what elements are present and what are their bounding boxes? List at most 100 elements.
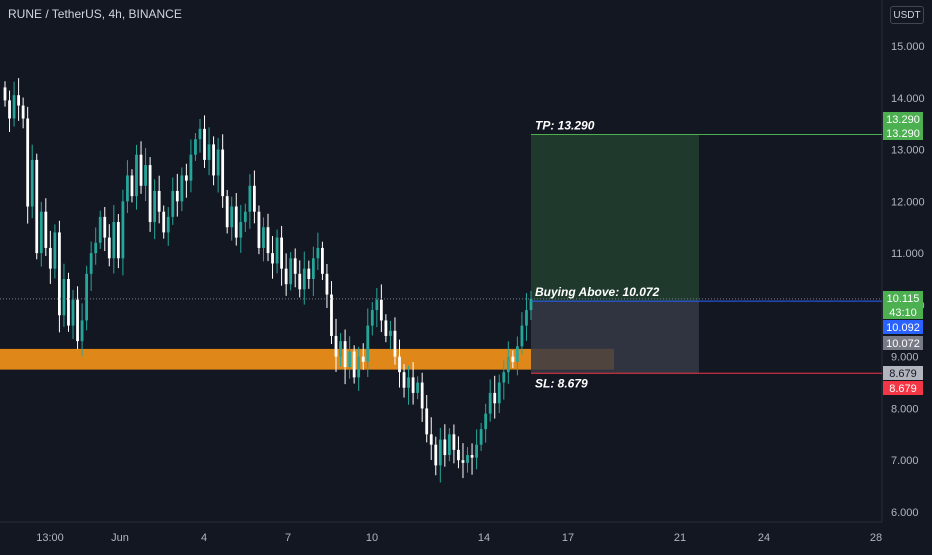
candle-body: [53, 232, 57, 269]
candle-body: [361, 356, 365, 362]
candle-body: [76, 299, 79, 342]
candle-body: [230, 206, 234, 228]
candle-body: [411, 377, 415, 393]
candle-body: [157, 190, 161, 212]
entry-label: Buying Above: 10.072: [535, 285, 660, 299]
candle-body: [180, 175, 184, 202]
candle-body: [80, 320, 84, 342]
candle-body: [520, 325, 524, 347]
candle-body: [479, 429, 483, 445]
candle-body: [484, 413, 488, 430]
candle-body: [343, 341, 347, 368]
candle-body: [162, 211, 166, 233]
x-tick-label: 10: [366, 532, 378, 544]
candle-body: [3, 87, 7, 101]
candle-body: [370, 310, 374, 326]
x-tick-label: 14: [478, 532, 490, 544]
candle-body: [203, 128, 206, 160]
candle-body: [452, 434, 456, 450]
candle-body: [330, 294, 333, 336]
candle-body: [375, 299, 379, 311]
candle-body: [252, 185, 256, 212]
candle-body: [293, 258, 297, 274]
candle-body: [85, 273, 89, 321]
candle-body: [35, 159, 39, 254]
candle-body: [506, 356, 510, 373]
candle-body: [148, 165, 152, 223]
currency-button[interactable]: USDT: [890, 6, 924, 24]
candle-body: [58, 232, 61, 316]
candle-body: [184, 175, 188, 181]
price-axis-label: 8.679: [889, 383, 917, 395]
candle-body: [357, 356, 361, 378]
x-tick-label: 17: [562, 532, 574, 544]
y-tick-label: 7.000: [891, 455, 919, 467]
candle-body: [398, 356, 401, 373]
candle-body: [402, 372, 406, 388]
y-tick-label: 9.000: [891, 352, 919, 364]
price-axis-label: 8.679: [889, 368, 917, 380]
candle-body: [126, 175, 129, 202]
price-lines: [0, 134, 882, 374]
time-axis: 13:00 Jun 4 7 10 14 17 21 24 28: [36, 532, 882, 544]
y-tick-label: 8.000: [891, 403, 919, 415]
candle-body: [216, 149, 220, 176]
x-tick-label: 24: [758, 532, 770, 544]
y-tick-label: 15.000: [891, 41, 925, 53]
candle-body: [511, 356, 515, 362]
price-axis-label: 10.115: [887, 293, 920, 305]
risk-zone: [531, 301, 699, 374]
candle-body: [321, 247, 324, 274]
candle-body: [48, 247, 52, 269]
candle-body: [135, 154, 138, 197]
candle-body: [298, 273, 302, 290]
candle-body: [529, 298, 533, 311]
candle-body: [257, 211, 261, 248]
price-axis-label-box: [883, 366, 923, 380]
tp-label: TP: 13.290: [535, 119, 595, 133]
candle-body: [475, 444, 478, 458]
candle-body: [352, 351, 356, 378]
candle-body: [26, 118, 30, 207]
candle-body: [271, 253, 274, 264]
x-tick-label: 7: [285, 532, 291, 544]
candle-body: [493, 392, 497, 404]
price-axis-label: 13.290: [886, 114, 920, 126]
candle-body: [21, 105, 25, 119]
candle-body: [502, 372, 506, 383]
y-tick-label: 13.000: [891, 145, 925, 157]
candle-body: [234, 206, 238, 238]
candle-body: [515, 346, 519, 362]
candle-body: [302, 268, 306, 290]
y-tick-label: 6.000: [891, 507, 919, 519]
price-axis-label: 10.092: [886, 322, 920, 334]
candle-countdown-label: 43:10: [889, 307, 917, 319]
candle-body: [207, 144, 211, 160]
candle-body: [89, 253, 93, 274]
candle-body: [461, 460, 465, 463]
candle-body: [389, 330, 392, 336]
price-axis-label: 10.072: [886, 338, 920, 350]
candle-body: [12, 95, 16, 119]
candle-body: [266, 227, 270, 254]
candle-body: [194, 139, 197, 155]
candle-body: [284, 268, 288, 285]
candle-body: [144, 165, 147, 186]
candle-body: [470, 455, 474, 458]
candle-body: [8, 100, 11, 119]
grid: [0, 0, 883, 523]
candle-body: [420, 382, 424, 409]
candle-body: [121, 201, 125, 259]
candle-body: [103, 216, 107, 238]
price-axis-label-box: [883, 291, 923, 319]
x-tick-label: 21: [674, 532, 686, 544]
candle-body: [166, 216, 170, 233]
profit-zone: [531, 134, 699, 302]
x-tick-label: 28: [870, 532, 882, 544]
candle-body: [171, 190, 175, 217]
candle-body: [311, 258, 315, 279]
candle-body: [425, 408, 429, 435]
candle-body: [289, 258, 293, 285]
